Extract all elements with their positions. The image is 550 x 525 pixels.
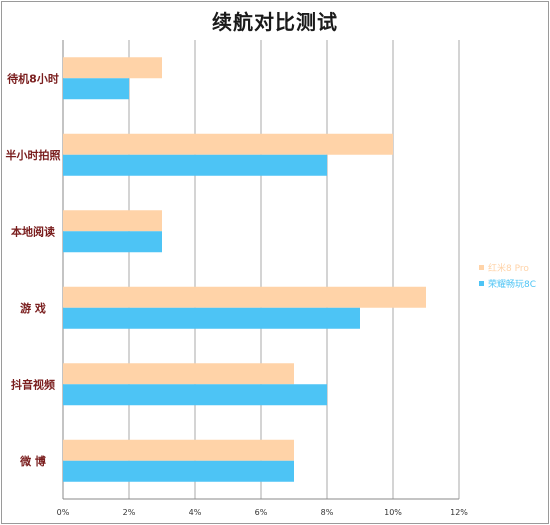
bar-series-2 [63,231,162,253]
category-label: 本地阅读 [11,224,55,238]
x-tick-label: 4% [189,508,202,517]
chart-title: 续航对比测试 [212,10,338,34]
bar-series-2 [63,78,129,100]
bar-series-1 [63,286,426,308]
bar-series-1 [63,363,294,385]
category-label: 半小时拍照 [6,148,61,162]
legend-label: 红米8 Pro [488,262,529,274]
bar-series-2 [63,154,327,176]
x-tick-label: 6% [255,508,268,517]
legend-swatch [479,265,484,270]
x-tick-label: 12% [450,508,468,517]
bar-series-1 [63,210,162,232]
category-label: 微 博 [19,454,46,468]
bar-series-1 [63,439,294,461]
bar-series-2 [63,384,327,406]
category-label: 游 戏 [20,301,46,315]
category-label: 抖音视频 [11,377,55,391]
category-label: 待机8小时 [6,71,59,85]
bar-series-2 [63,460,294,482]
x-tick-label: 0% [57,508,70,517]
legend-swatch [479,281,484,286]
x-tick-label: 2% [123,508,136,517]
x-tick-label: 10% [384,508,402,517]
bar-series-1 [63,133,393,155]
bar-series-2 [63,307,360,329]
legend-label: 荣耀畅玩8C [488,278,536,290]
x-tick-label: 8% [321,508,334,517]
bar-series-1 [63,57,162,79]
